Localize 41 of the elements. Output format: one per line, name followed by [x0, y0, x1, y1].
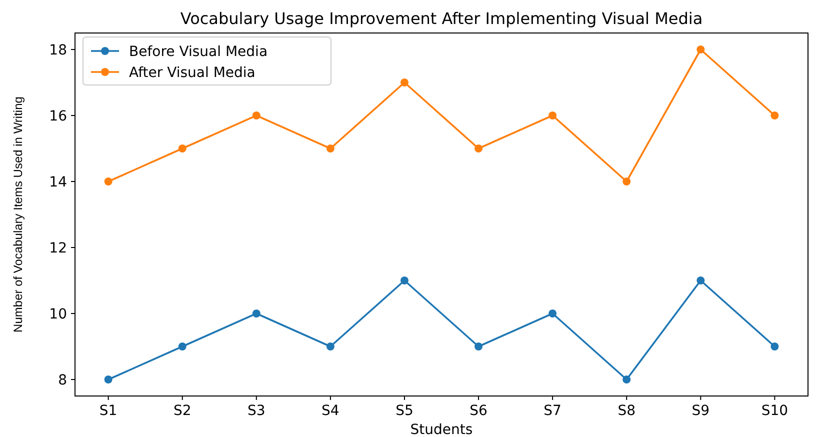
y-tick-label: 14 — [49, 174, 68, 190]
x-axis-title: Students — [410, 422, 473, 437]
point — [252, 310, 260, 318]
point — [548, 112, 557, 120]
y-tick-label: 16 — [49, 108, 68, 124]
x-tick-label: S3 — [248, 403, 266, 419]
point — [326, 144, 334, 152]
y-tick-label: 8 — [58, 372, 67, 388]
point — [696, 46, 705, 54]
point — [474, 144, 483, 152]
y-tick-label: 18 — [49, 42, 67, 58]
x-tick-label: S6 — [470, 403, 488, 419]
point — [474, 342, 483, 350]
point — [326, 342, 334, 350]
point — [400, 78, 408, 86]
legend-label: Before Visual Media — [129, 44, 268, 60]
point — [400, 276, 408, 284]
y-tick-label: 10 — [49, 306, 67, 322]
x-tick-label: S8 — [618, 403, 636, 419]
point — [622, 178, 631, 186]
x-tick-label: S5 — [396, 403, 414, 419]
legend-label: After Visual Media — [129, 64, 256, 81]
x-tick-label: S9 — [692, 403, 710, 419]
point — [178, 342, 186, 350]
point — [548, 310, 557, 318]
point — [622, 376, 631, 384]
point — [770, 112, 779, 120]
x-tick-label: S1 — [99, 403, 118, 419]
point — [178, 144, 186, 152]
point — [770, 342, 779, 350]
x-tick-label: S4 — [322, 403, 340, 419]
y-tick-label: 12 — [49, 240, 67, 256]
chart-title: Vocabulary Usage Improvement After Implementing Visual Media — [180, 9, 703, 28]
point — [252, 112, 260, 120]
y-axis-title: Number of Vocabulary Items Used in Writing — [11, 96, 25, 332]
point — [104, 376, 112, 384]
x-tick-label: S10 — [761, 403, 788, 419]
point — [104, 178, 112, 186]
x-tick-label: S7 — [544, 403, 562, 419]
x-tick-label: S2 — [173, 403, 192, 419]
point — [696, 276, 705, 284]
